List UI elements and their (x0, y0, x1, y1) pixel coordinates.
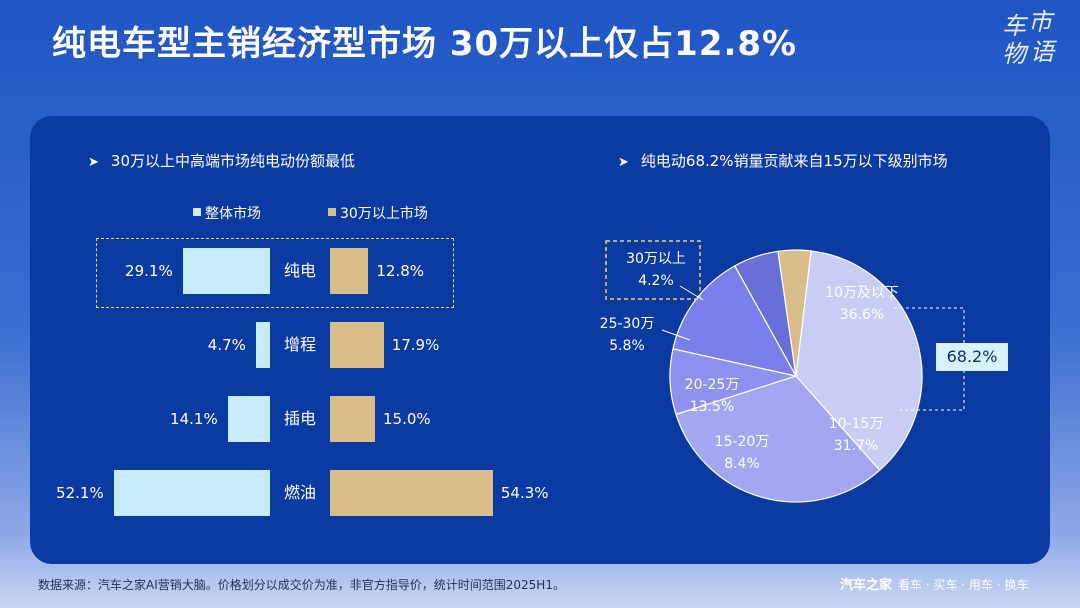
slice-value: 31.7% (834, 438, 878, 454)
pie-slice (675, 375, 881, 503)
logo-char: 市 (1028, 8, 1052, 36)
logo-char: 语 (1030, 38, 1054, 66)
bar-overall (227, 396, 270, 442)
bar-label-overall: 4.7% (207, 336, 246, 354)
slice-label: 30万以上 (626, 251, 686, 267)
bar-label-overall: 14.1% (170, 410, 218, 428)
bar-overall (113, 470, 270, 516)
legend-swatch (193, 208, 201, 216)
arrow-icon: ➤ (88, 155, 99, 170)
slice-label: 25-30万 (600, 316, 655, 332)
brand-tags: 看车 · 买车 · 用车 · 换车 (898, 578, 1029, 592)
bar-premium (330, 248, 369, 294)
pie-slice (672, 265, 798, 377)
slice-value: 5.8% (609, 338, 645, 354)
arrow-icon: ➤ (618, 155, 629, 170)
bar-label-premium: 17.9% (391, 336, 440, 354)
leader-line (679, 285, 704, 301)
bar-premium (330, 396, 375, 442)
highlight-box (96, 238, 454, 308)
left-subtitle: ➤ 30万以上中高端市场纯电动份额最低 (88, 150, 355, 171)
brand-name: 汽车之家 (840, 578, 893, 593)
slice-label: 15-20万 (715, 434, 770, 450)
right-subtitle-text: 纯电动68.2%销量贡献来自15万以下级别市场 (640, 152, 948, 170)
bar-overall (255, 322, 270, 368)
total-share-label: 68.2% (936, 343, 1008, 371)
slice-value: 8.4% (724, 456, 760, 472)
pie-slice (795, 250, 923, 472)
left-subtitle-text: 30万以上中高端市场纯电动份额最低 (110, 152, 355, 170)
bar-label-overall: 29.1% (125, 262, 173, 280)
logo-char: 物 (1002, 40, 1026, 68)
legend-item-overall: 整体市场 (193, 203, 261, 223)
pie-slice (777, 249, 812, 377)
bar-premium (330, 470, 493, 516)
slice-value: 36.6% (840, 307, 884, 323)
slice-value: 4.2% (638, 273, 674, 289)
slice-label: 20-25万 (685, 377, 740, 393)
right-subtitle: ➤ 纯电动68.2%销量贡献来自15万以下级别市场 (618, 150, 948, 171)
bar-label-overall: 52.1% (56, 484, 104, 502)
category-label: 燃油 (283, 483, 316, 502)
bar-label-premium: 54.3% (500, 484, 549, 502)
bar-label-premium: 12.8% (376, 262, 425, 280)
category-label: 纯电 (283, 261, 316, 280)
legend-item-premium: 30万以上市场 (328, 203, 428, 223)
brand-logo: 车 市 物 语 (994, 8, 1070, 72)
brand-footer: 汽车之家 看车 · 买车 · 用车 · 换车 (840, 574, 1028, 593)
leader-line (661, 329, 691, 341)
category-label: 增程 (283, 335, 316, 354)
premium-highlight-box (605, 240, 701, 300)
page-title: 纯电车型主销经济型市场 30万以上仅占12.8% (52, 24, 798, 64)
legend-label: 30万以上市场 (340, 206, 428, 222)
legend-label: 整体市场 (205, 206, 261, 222)
slice-label: 10万及以下 (825, 285, 899, 301)
source-note: 数据来源：汽车之家AI营销大脑。价格划分以成交价为准，非官方指导价，统计时间范围… (38, 578, 565, 592)
legend-swatch (328, 208, 336, 216)
category-label: 插电 (283, 409, 316, 428)
logo-char: 车 (1002, 12, 1026, 40)
bar-overall (182, 248, 270, 294)
bar-premium (330, 322, 384, 368)
slice-value: 13.5% (690, 399, 734, 415)
bar-label-premium: 15.0% (383, 410, 431, 428)
slice-label: 10-15万 (829, 416, 884, 432)
